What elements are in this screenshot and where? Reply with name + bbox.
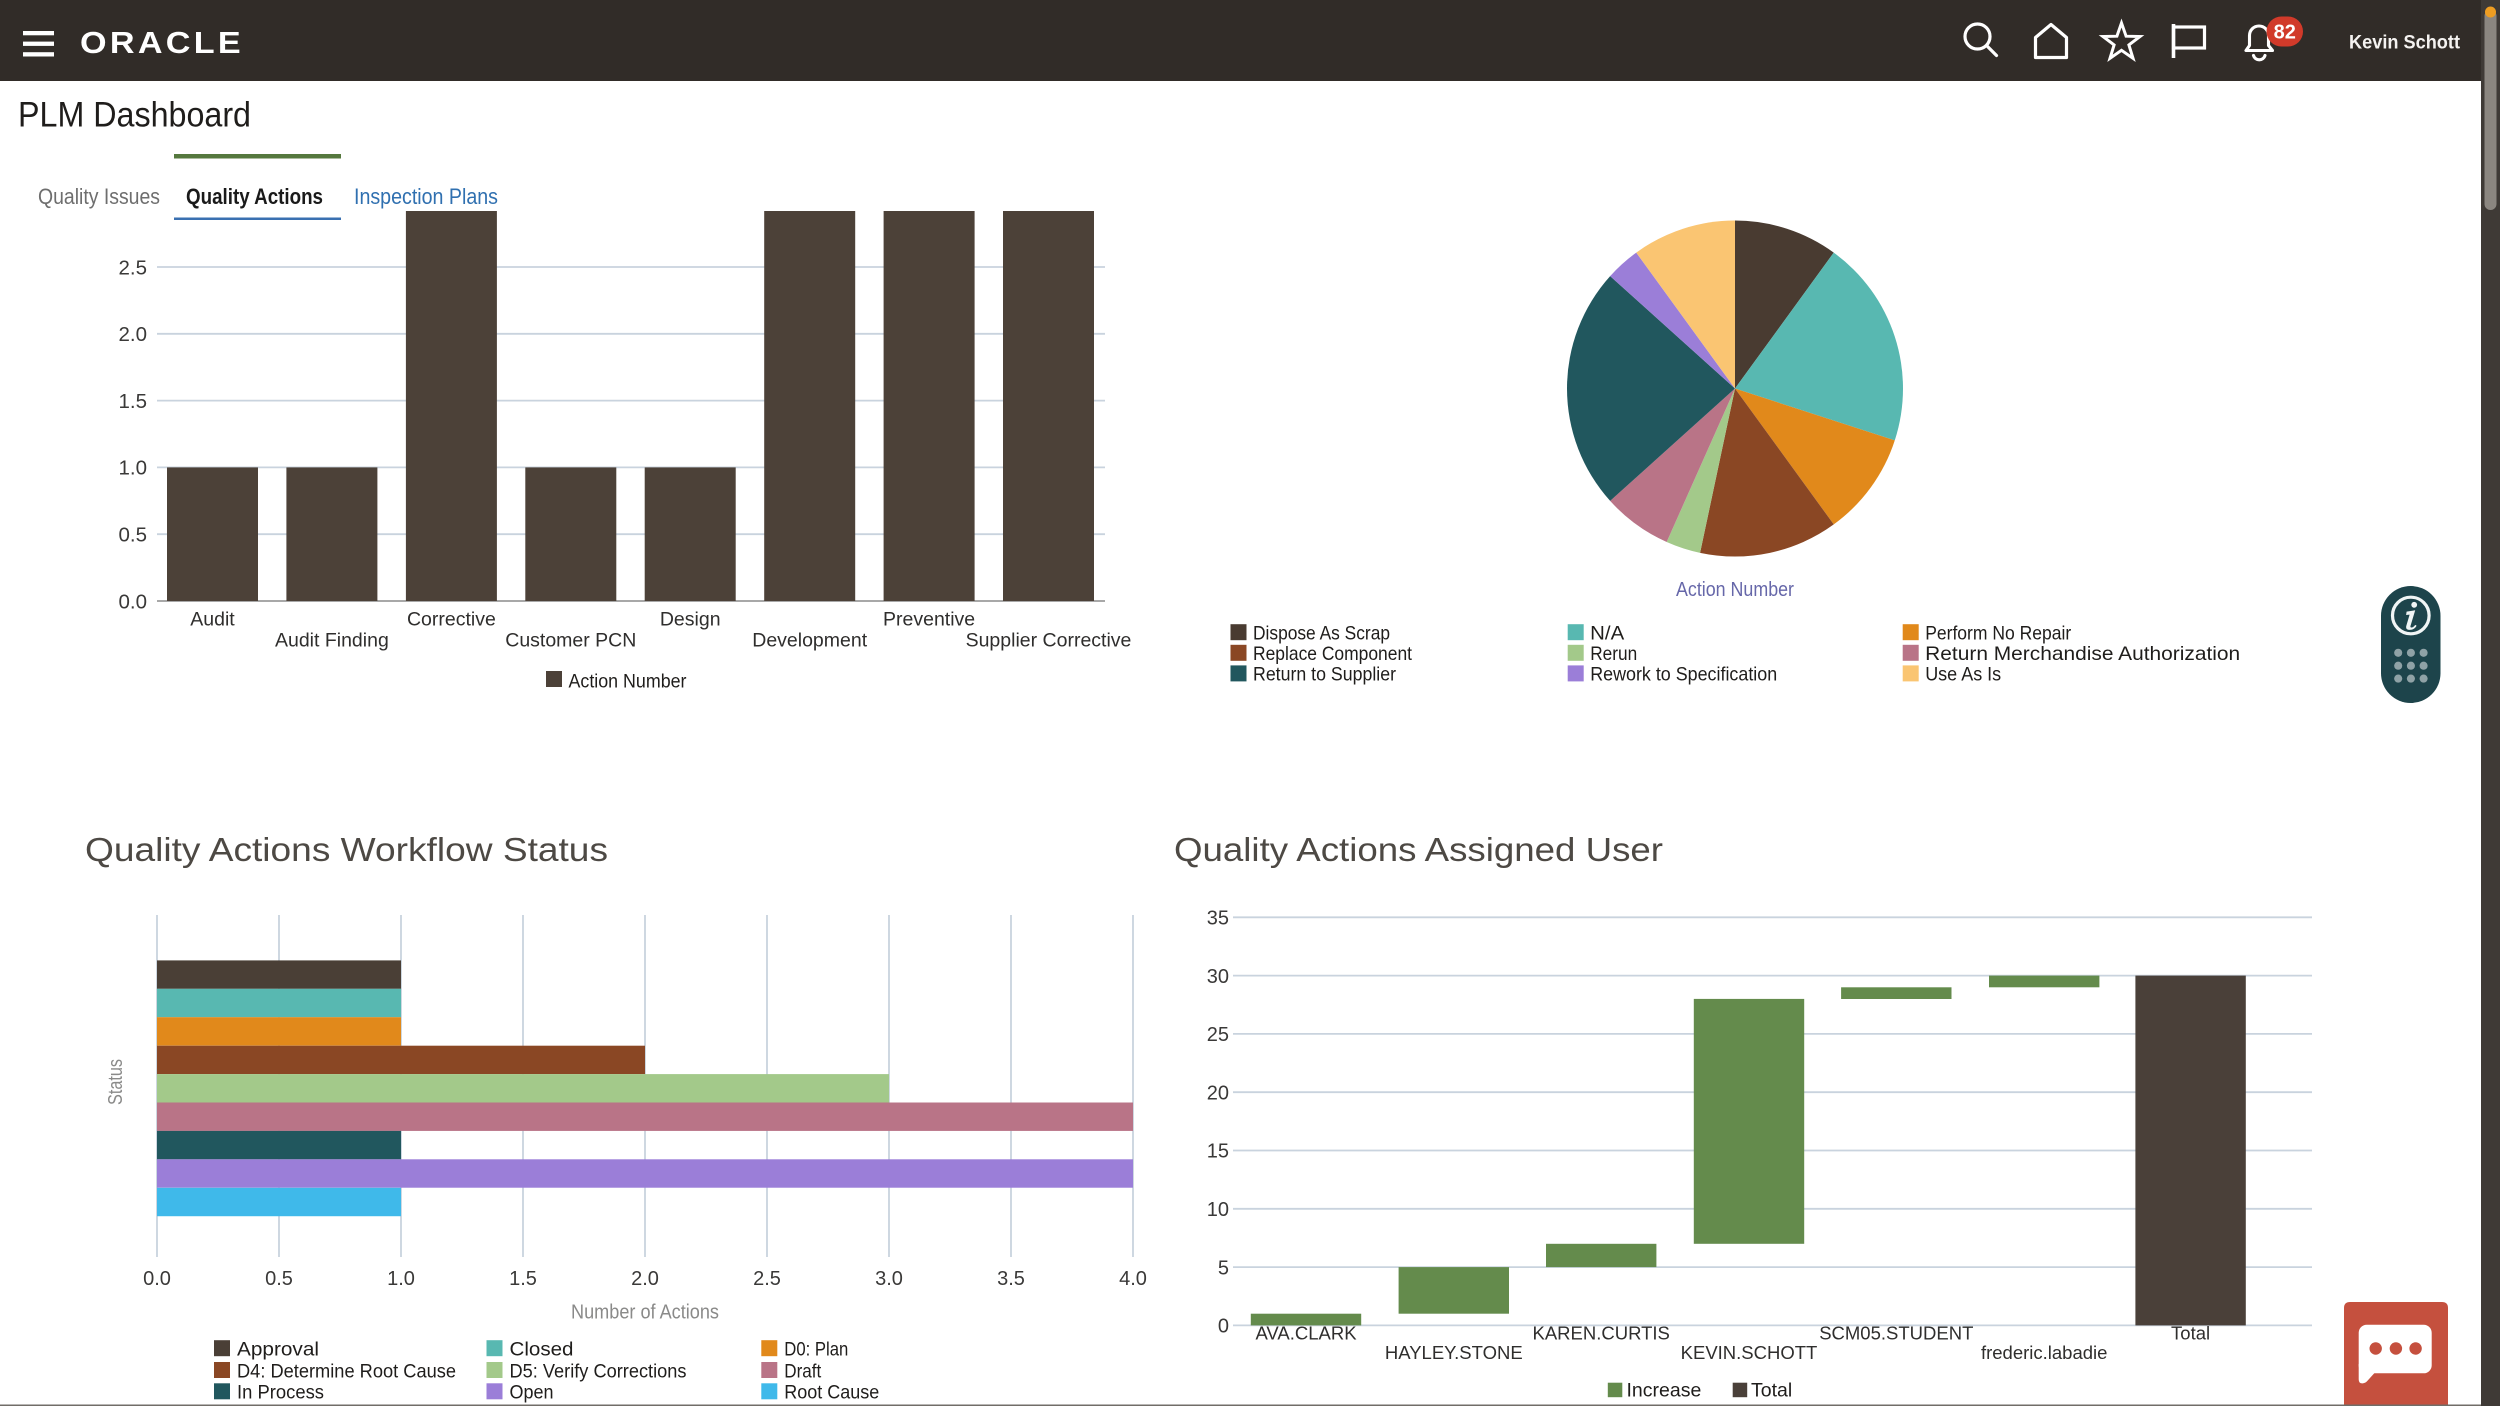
svg-text:25: 25 bbox=[1207, 1024, 1229, 1046]
svg-text:Corrective: Corrective bbox=[407, 609, 496, 631]
svg-text:Use As Is: Use As Is bbox=[1925, 664, 2001, 686]
svg-text:0.0: 0.0 bbox=[143, 1268, 171, 1290]
svg-text:2.0: 2.0 bbox=[631, 1268, 659, 1290]
svg-text:Return Merchandise Authorizati: Return Merchandise Authorization bbox=[1925, 643, 2240, 665]
svg-text:Action Number: Action Number bbox=[569, 671, 687, 693]
svg-text:Rework to Specification: Rework to Specification bbox=[1590, 664, 1777, 686]
svg-text:4.0: 4.0 bbox=[1119, 1268, 1147, 1290]
svg-text:D5: Verify Corrections: D5: Verify Corrections bbox=[510, 1360, 687, 1382]
svg-text:3.0: 3.0 bbox=[875, 1268, 903, 1290]
svg-text:1.0: 1.0 bbox=[119, 457, 148, 480]
svg-text:Replace Component: Replace Component bbox=[1253, 643, 1413, 665]
svg-text:Supplier Corrective: Supplier Corrective bbox=[966, 630, 1132, 652]
svg-text:PLM Dashboard: PLM Dashboard bbox=[18, 96, 251, 135]
svg-text:Quality Actions Workflow Statu: Quality Actions Workflow Status bbox=[85, 831, 608, 868]
svg-text:Preventive: Preventive bbox=[883, 609, 975, 631]
svg-text:82: 82 bbox=[2274, 22, 2296, 44]
svg-text:Inspection Plans: Inspection Plans bbox=[354, 184, 498, 209]
svg-text:Kevin Schott: Kevin Schott bbox=[2349, 32, 2460, 54]
svg-text:Closed: Closed bbox=[510, 1339, 574, 1361]
svg-text:20: 20 bbox=[1207, 1082, 1229, 1104]
svg-text:In Process: In Process bbox=[237, 1382, 324, 1404]
svg-text:Audit Finding: Audit Finding bbox=[275, 630, 389, 652]
svg-text:1.5: 1.5 bbox=[509, 1268, 537, 1290]
svg-text:Rerun: Rerun bbox=[1590, 643, 1637, 665]
svg-text:2.5: 2.5 bbox=[119, 256, 148, 279]
svg-text:30: 30 bbox=[1207, 966, 1229, 988]
svg-text:15: 15 bbox=[1207, 1141, 1229, 1163]
svg-text:Total: Total bbox=[2171, 1323, 2210, 1344]
svg-text:D4: Determine Root Cause: D4: Determine Root Cause bbox=[237, 1360, 456, 1382]
svg-text:2.0: 2.0 bbox=[119, 323, 148, 346]
svg-text:Total: Total bbox=[1751, 1380, 1792, 1402]
svg-text:0.0: 0.0 bbox=[119, 590, 148, 613]
svg-text:N/A: N/A bbox=[1590, 623, 1624, 645]
svg-text:Draft: Draft bbox=[784, 1360, 822, 1382]
svg-text:Number of Actions: Number of Actions bbox=[571, 1302, 719, 1324]
svg-text:KAREN.CURTIS: KAREN.CURTIS bbox=[1532, 1323, 1669, 1344]
svg-text:1.0: 1.0 bbox=[387, 1268, 415, 1290]
svg-text:Status: Status bbox=[105, 1059, 127, 1105]
svg-text:1.5: 1.5 bbox=[119, 390, 148, 413]
svg-text:Audit: Audit bbox=[190, 609, 235, 631]
svg-text:0.5: 0.5 bbox=[265, 1268, 293, 1290]
svg-text:Return to Supplier: Return to Supplier bbox=[1253, 664, 1396, 686]
svg-text:Development: Development bbox=[752, 630, 867, 652]
svg-text:D0: Plan: D0: Plan bbox=[784, 1339, 848, 1361]
svg-text:0.5: 0.5 bbox=[119, 524, 148, 547]
svg-text:Approval: Approval bbox=[237, 1339, 319, 1361]
svg-text:AVA.CLARK: AVA.CLARK bbox=[1255, 1323, 1357, 1344]
svg-text:Quality Actions Assigned User: Quality Actions Assigned User bbox=[1174, 831, 1663, 868]
svg-text:Dispose As Scrap: Dispose As Scrap bbox=[1253, 623, 1390, 645]
svg-text:0: 0 bbox=[1218, 1316, 1229, 1338]
svg-text:Increase: Increase bbox=[1627, 1380, 1702, 1402]
svg-text:10: 10 bbox=[1207, 1199, 1229, 1221]
svg-text:Customer PCN: Customer PCN bbox=[505, 630, 636, 652]
svg-text:Design: Design bbox=[660, 609, 721, 631]
svg-text:HAYLEY.STONE: HAYLEY.STONE bbox=[1385, 1342, 1523, 1363]
svg-text:35: 35 bbox=[1207, 908, 1229, 930]
svg-text:ORACLE: ORACLE bbox=[80, 25, 244, 60]
svg-text:Action Number: Action Number bbox=[1676, 579, 1794, 601]
svg-text:Root Cause: Root Cause bbox=[784, 1382, 879, 1404]
svg-text:Quality Actions: Quality Actions bbox=[186, 184, 323, 209]
svg-text:SCM05.STUDENT: SCM05.STUDENT bbox=[1819, 1323, 1973, 1344]
svg-text:frederic.labadie: frederic.labadie bbox=[1981, 1342, 2108, 1363]
svg-text:5: 5 bbox=[1218, 1257, 1229, 1279]
svg-text:Perform No Repair: Perform No Repair bbox=[1925, 623, 2071, 645]
svg-text:3.5: 3.5 bbox=[997, 1268, 1025, 1290]
svg-text:Open: Open bbox=[510, 1382, 554, 1404]
svg-text:Quality Issues: Quality Issues bbox=[38, 184, 160, 209]
svg-text:2.5: 2.5 bbox=[753, 1268, 781, 1290]
svg-text:KEVIN.SCHOTT: KEVIN.SCHOTT bbox=[1681, 1342, 1818, 1363]
